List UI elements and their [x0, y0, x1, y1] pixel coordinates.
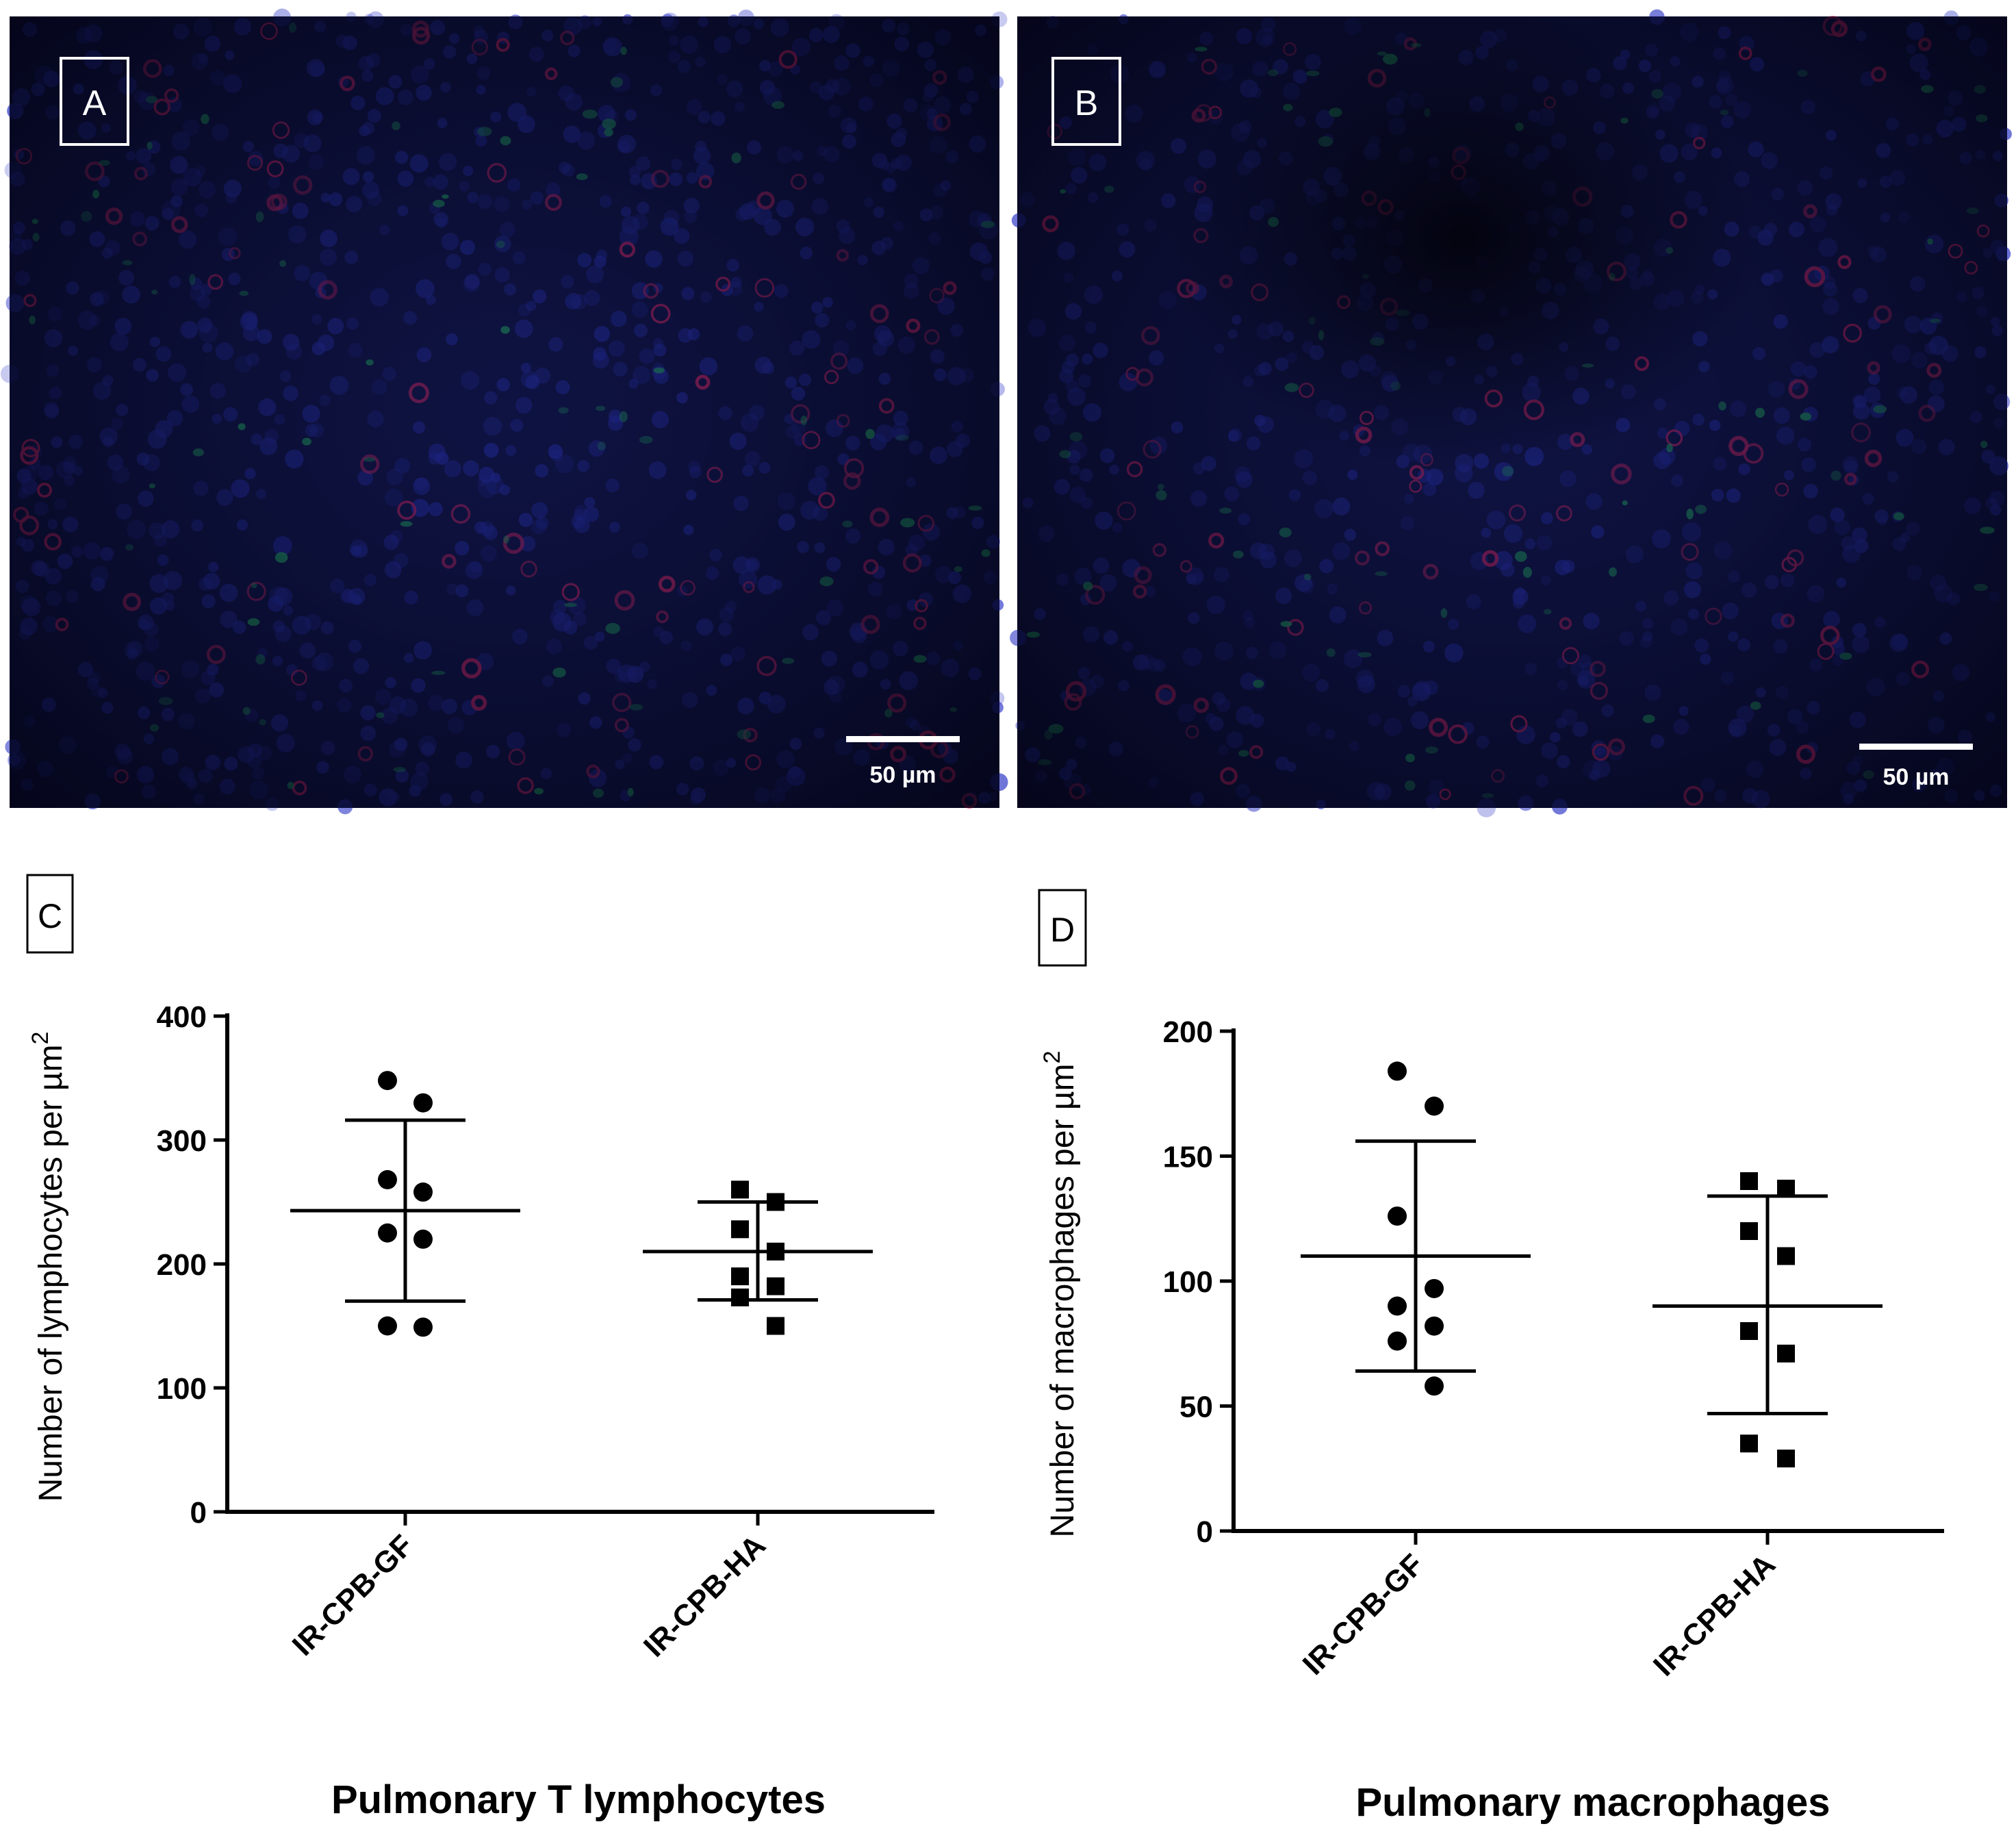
- data-point: [378, 1071, 397, 1091]
- panel-b-label-box: [1051, 57, 1121, 146]
- data-point: [1388, 1296, 1407, 1316]
- chart-d-y-axis-label: Number of macrophages per µm2: [1039, 1051, 1081, 1538]
- data-point: [378, 1316, 397, 1336]
- data-point: [1777, 1450, 1795, 1468]
- panel-a-label: A: [83, 84, 107, 123]
- data-point: [731, 1267, 749, 1286]
- chart-d-y-axis-label-text: Number of macrophages per µm: [1045, 1063, 1081, 1537]
- scale-bar-a: [846, 736, 960, 742]
- data-point: [1740, 1222, 1758, 1240]
- data-point: [413, 1182, 433, 1202]
- y-tick-label: 200: [1163, 1015, 1213, 1049]
- data-point: [1388, 1061, 1407, 1081]
- data-point: [1777, 1247, 1795, 1265]
- panel-c-label: C: [38, 897, 62, 935]
- data-point: [731, 1180, 749, 1199]
- series-IR-CPB-HA: [1653, 1172, 1883, 1468]
- y-tick-label: 400: [157, 1000, 207, 1034]
- data-point: [1425, 1316, 1444, 1336]
- series-IR-CPB-GF: [290, 1071, 520, 1337]
- scale-bar-b-label: 50 µm: [1883, 764, 1949, 790]
- micrograph-a-shading: [10, 16, 999, 808]
- data-point: [767, 1242, 784, 1261]
- data-point: [1740, 1172, 1758, 1190]
- panel-d-label-box: [1038, 889, 1087, 967]
- chart-c-y-axis-label: Number of lymphocytes per µm2: [27, 1032, 69, 1502]
- chart-c-axes: 0 100 200 300 400 IR-CPB-GF IR-CPB-HA: [157, 1000, 934, 1664]
- chart-macrophages: D Number of macrophages per µm2 0 50 100 15…: [1038, 889, 1944, 1825]
- y-tick-label: 150: [1163, 1141, 1213, 1174]
- y-tick-label: 200: [157, 1248, 207, 1282]
- data-point: [413, 1317, 433, 1337]
- chart-d-y-axis-label-superscript: 2: [1039, 1051, 1065, 1064]
- data-point: [767, 1317, 784, 1335]
- panel-c-label-box: [26, 874, 74, 954]
- y-tick-label: 0: [1197, 1515, 1213, 1549]
- data-point: [413, 1229, 433, 1249]
- data-point: [731, 1220, 749, 1239]
- y-tick-label: 300: [157, 1124, 207, 1158]
- scale-bar-b: [1859, 744, 1973, 750]
- chart-c-y-axis-label-text: Number of lymphocytes per µm: [33, 1045, 69, 1502]
- data-point: [1425, 1278, 1444, 1298]
- series-IR-CPB-GF: [1301, 1061, 1531, 1396]
- chart-d-title: Pulmonary macrophages: [1356, 1780, 1830, 1825]
- data-point: [1777, 1344, 1795, 1363]
- data-point: [1388, 1206, 1407, 1226]
- data-point: [767, 1193, 784, 1211]
- chart-d-axes: 0 50 100 150 200 IR-CPB-GF IR-CPB-HA: [1163, 1015, 1944, 1683]
- y-tick-label: 100: [157, 1372, 207, 1406]
- chart-c-y-axis-label-superscript: 2: [27, 1032, 53, 1045]
- x-tick-label: IR-CPB-GF: [286, 1528, 420, 1662]
- series-IR-CPB-HA: [643, 1180, 873, 1335]
- panel-a-label-box: [60, 57, 129, 146]
- micrograph-panel-b: B 50 µm: [1010, 9, 2012, 818]
- chart-lymphocytes: C Number of lymphocytes per µm2 0 100 200 3…: [26, 874, 934, 1822]
- scale-bar-a-label: 50 µm: [869, 762, 936, 788]
- data-point: [731, 1288, 749, 1306]
- panel-b-label: B: [1075, 84, 1099, 123]
- micrograph-panel-a: A 50 µm: [0, 8, 1008, 815]
- chart-d-marks: [1301, 1061, 1883, 1468]
- micrograph-b-dark-region: [1017, 16, 2007, 808]
- data-point: [1388, 1331, 1407, 1351]
- data-point: [413, 1093, 433, 1113]
- x-tick-label: IR-CPB-HA: [637, 1528, 772, 1663]
- data-point: [378, 1169, 397, 1189]
- x-tick-label: IR-CPB-HA: [1647, 1547, 1782, 1682]
- y-tick-label: 0: [190, 1496, 207, 1530]
- data-point: [767, 1277, 784, 1295]
- y-tick-label: 50: [1179, 1391, 1213, 1424]
- panel-d-label: D: [1050, 911, 1075, 949]
- data-point: [1425, 1376, 1444, 1396]
- chart-c-marks: [290, 1071, 873, 1337]
- chart-c-title: Pulmonary T lymphocytes: [331, 1777, 826, 1822]
- x-tick-label: IR-CPB-GF: [1297, 1547, 1430, 1681]
- data-point: [1740, 1322, 1758, 1340]
- data-point: [1425, 1096, 1444, 1116]
- data-point: [1740, 1434, 1758, 1453]
- y-tick-label: 100: [1163, 1265, 1213, 1299]
- data-point: [1777, 1179, 1795, 1198]
- data-point: [378, 1223, 397, 1243]
